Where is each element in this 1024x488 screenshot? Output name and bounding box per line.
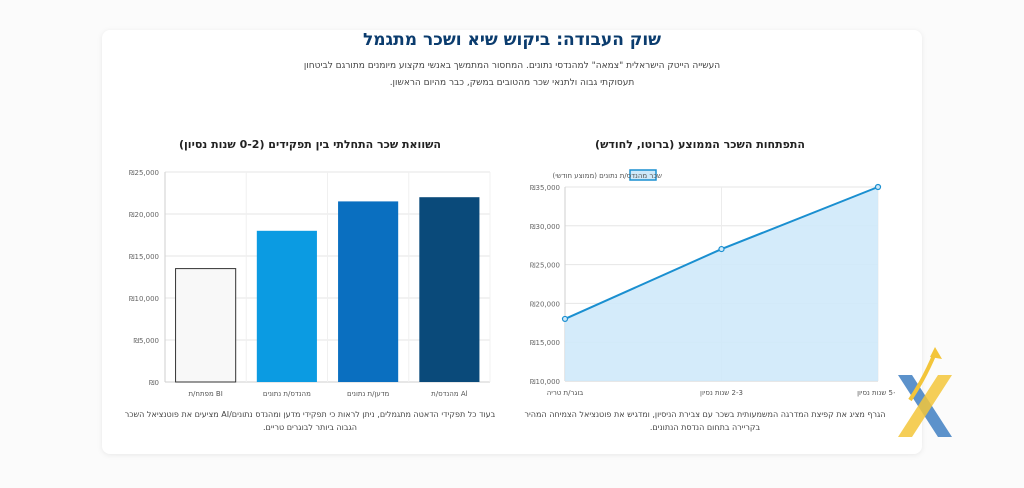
y-tick-label: ₪30,000 — [530, 223, 560, 231]
bar — [338, 201, 399, 382]
y-tick-label: ₪15,000 — [530, 339, 560, 347]
y-tick-label: ₪10,000 — [129, 295, 159, 303]
line-caption-line-2: בקריירה בתחום הנדסת הנתונים. — [649, 423, 761, 432]
bar-chart: ₪0 ₪5,000 ₪10,000 ₪15,000 ₪20,000 ₪25,000 Al מ… — [129, 169, 491, 398]
bar-caption-line-2: הגבוה ביותר לבוגרים טריים. — [263, 423, 357, 432]
bar — [256, 230, 317, 382]
x-tick-label: מהנדס/ת נתונים — [263, 390, 311, 398]
data-point — [874, 183, 882, 191]
series-area — [565, 187, 878, 381]
bar — [419, 197, 480, 382]
y-tick-label: ₪0 — [149, 379, 159, 387]
legend-label: שכר מהנדס/ת נתונים (ממוצע חודשי) — [552, 172, 662, 180]
line-caption-line-1: הגרף מציג את קפיצת המדרגה המשמעותית בשכר… — [524, 410, 886, 419]
legend-swatch — [629, 169, 657, 181]
bar-caption-line-1: בעוד כל תפקידי הדאטה מתגמלים, ניתן לראות… — [124, 410, 496, 419]
y-tick-label: ₪25,000 — [129, 169, 159, 177]
intro-text: העשייה הייטק הישראלית "צמאה" למהנדסי נתו… — [160, 58, 864, 92]
line-chart-caption: הגרף מציג את קפיצת המדרגה המשמעותית בשכר… — [520, 408, 890, 434]
data-point — [718, 245, 725, 253]
x-tick-label: Al מהנדס/ת — [431, 390, 467, 398]
line-chart-title: התפתחות השכר הממוצע (ברוטו, לחודש) — [595, 138, 805, 151]
data-point — [561, 315, 569, 323]
x-tick-label: BI מפתח/ת — [188, 390, 222, 398]
intro-line-1: העשייה הייטק הישראלית "צמאה" למהנדסי נתו… — [303, 61, 721, 71]
bar-chart-caption: בעוד כל תפקידי הדאטה מתגמלים, ניתן לראות… — [110, 408, 510, 434]
line-chart: ₪10,000 ₪15,000 ₪20,000 ₪25,000 ₪30,000 ₪35,0… — [530, 169, 895, 397]
x-tick-label: 2-3 שנות נסיון — [700, 389, 743, 397]
bar-chart-title: השוואת שכר התחלתי בין תפקידים (0-2 שנות … — [179, 138, 441, 151]
x-tick-label: בוגר/ת טריה — [547, 389, 584, 397]
y-tick-label: ₪25,000 — [530, 262, 560, 270]
bar — [175, 268, 237, 383]
y-tick-label: ₪15,000 — [129, 253, 159, 261]
brand-logo-icon — [898, 347, 952, 437]
x-tick-label: מדען/ת נתונים — [347, 390, 390, 398]
y-tick-label: ₪20,000 — [129, 211, 159, 219]
y-tick-label: ₪35,000 — [530, 184, 560, 192]
y-tick-label: ₪10,000 — [530, 378, 560, 386]
y-tick-label: ₪20,000 — [530, 300, 560, 308]
page-title: שוק העבודה: ביקוש שיא ושכר מתגמל — [362, 30, 662, 50]
intro-line-2: תעסוקתי גבוה ולתנאי שכר מהטובים במשק, כב… — [389, 78, 635, 88]
x-tick-label: +5 שנות נסיון — [857, 389, 895, 397]
y-tick-label: ₪5,000 — [133, 337, 159, 345]
